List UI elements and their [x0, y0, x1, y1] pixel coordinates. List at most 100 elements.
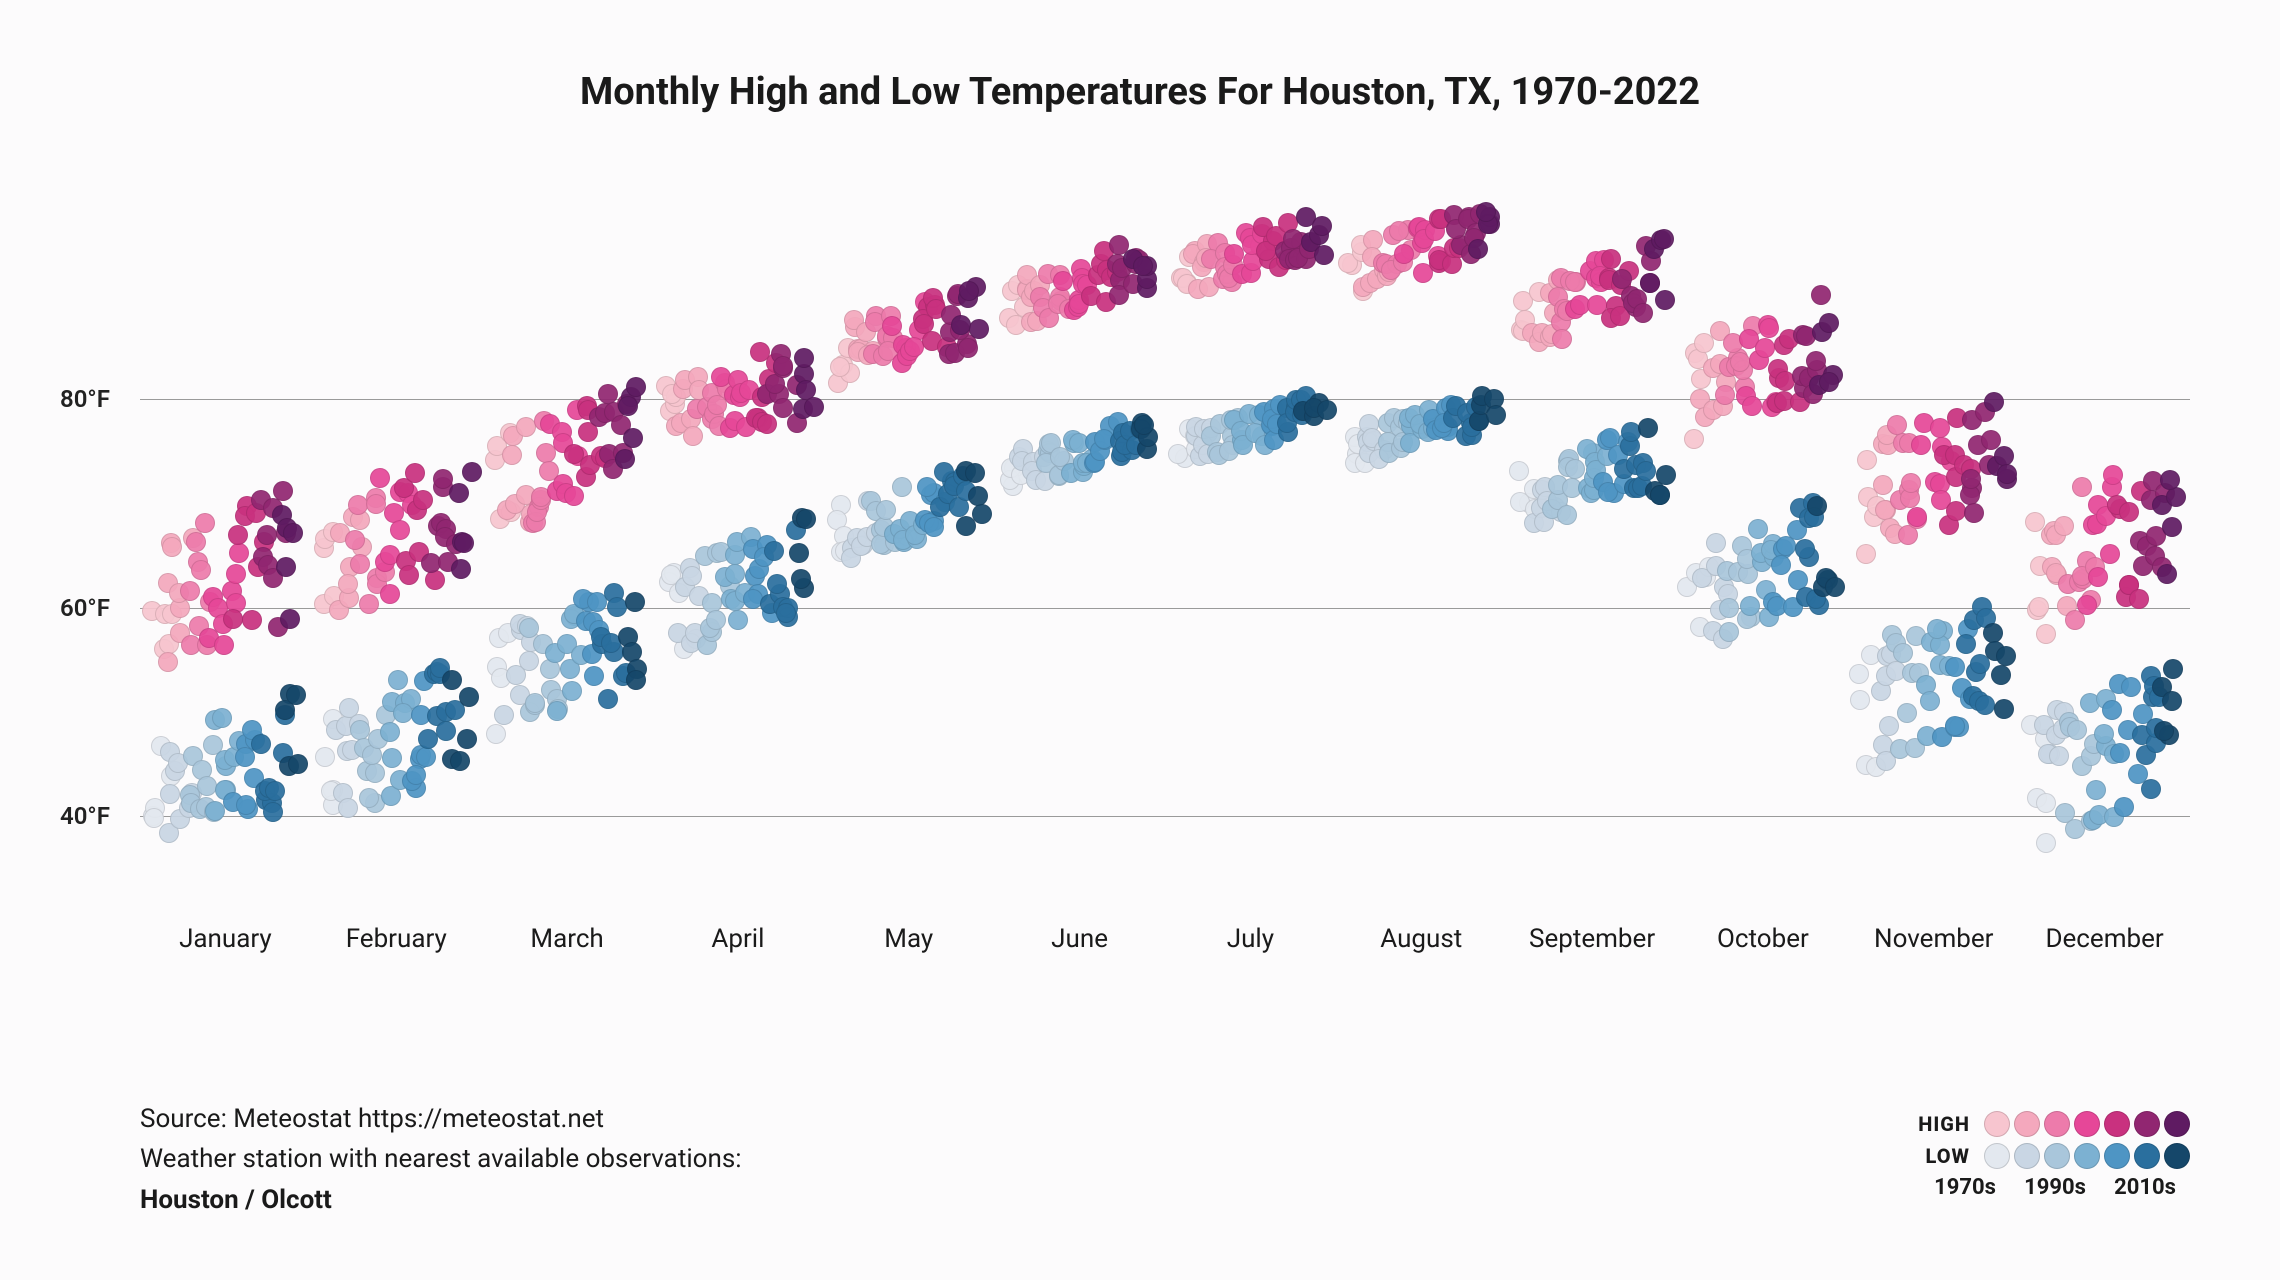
point-low — [2110, 743, 2130, 763]
point-low — [789, 543, 809, 563]
point-low — [1996, 646, 2016, 666]
point-high — [502, 445, 522, 465]
point-low — [2036, 833, 2056, 853]
point-high — [773, 356, 793, 376]
point-low — [494, 705, 514, 725]
point-low — [406, 765, 426, 785]
point-high — [1994, 446, 2014, 466]
point-low — [1991, 665, 2011, 685]
legend-decade-label: 2010s — [2100, 1175, 2190, 1200]
point-low — [1850, 690, 1870, 710]
point-low — [1983, 623, 2003, 643]
legend-row-low: LOW — [1850, 1143, 2190, 1169]
point-low — [1945, 716, 1965, 736]
point-high — [2072, 477, 2092, 497]
point-low — [725, 564, 745, 584]
point-high — [283, 523, 303, 543]
point-low — [598, 689, 618, 709]
legend-dot — [2164, 1111, 2190, 1137]
point-high — [2119, 502, 2139, 522]
point-high — [1640, 273, 1660, 293]
point-high — [1857, 450, 1877, 470]
point-high — [2029, 597, 2049, 617]
point-low — [1740, 596, 1760, 616]
month-label: November — [1874, 924, 1993, 954]
point-high — [242, 610, 262, 630]
point-low — [2049, 746, 2069, 766]
legend-dot — [2134, 1143, 2160, 1169]
point-high — [338, 574, 358, 594]
point-high — [794, 348, 814, 368]
point-high — [366, 494, 386, 514]
point-low — [1656, 465, 1676, 485]
point-high — [345, 530, 365, 550]
point-low — [796, 509, 816, 529]
point-high — [2100, 544, 2120, 564]
point-high — [1819, 313, 1839, 333]
legend: HIGH LOW 1970s1990s2010s — [1850, 1111, 2190, 1200]
legend-dot — [2074, 1111, 2100, 1137]
point-low — [1719, 598, 1739, 618]
point-high — [229, 543, 249, 563]
legend-decades: 1970s1990s2010s — [1850, 1175, 2190, 1200]
gridline — [140, 608, 2190, 609]
point-high — [162, 537, 182, 557]
legend-dot — [1984, 1143, 2010, 1169]
source-line1: Source: Meteostat https://meteostat.net — [140, 1099, 742, 1139]
point-high — [618, 396, 638, 416]
point-high — [380, 584, 400, 604]
point-low — [251, 734, 271, 754]
legend-dot — [1984, 1111, 2010, 1137]
gridline — [140, 816, 2190, 817]
point-high — [1819, 372, 1839, 392]
point-low — [1945, 657, 1965, 677]
legend-dot — [2044, 1111, 2070, 1137]
point-high — [830, 357, 850, 377]
month-label: March — [530, 924, 603, 954]
legend-dot — [2014, 1111, 2040, 1137]
point-low — [682, 566, 702, 586]
point-low — [625, 592, 645, 612]
point-low — [1706, 533, 1726, 553]
point-high — [1224, 244, 1244, 264]
point-high — [405, 463, 425, 483]
point-low — [1879, 716, 1899, 736]
month-label: February — [346, 924, 447, 954]
point-high — [1742, 396, 1762, 416]
point-low — [2114, 797, 2134, 817]
point-high — [191, 560, 211, 580]
point-low — [265, 781, 285, 801]
point-low — [2163, 659, 2183, 679]
point-low — [418, 729, 438, 749]
gridline — [140, 399, 2190, 400]
point-high — [1964, 503, 1984, 523]
ytick-label: 60°F — [60, 594, 110, 622]
month-label: October — [1717, 924, 1809, 954]
point-high — [1911, 435, 1931, 455]
legend-dot — [2104, 1111, 2130, 1137]
point-high — [757, 414, 777, 434]
point-low — [288, 754, 308, 774]
legend-row-high: HIGH — [1850, 1111, 2190, 1137]
point-high — [882, 316, 902, 336]
point-low — [2141, 779, 2161, 799]
point-low — [2162, 691, 2182, 711]
point-high — [2162, 517, 2182, 537]
point-high — [2103, 465, 2123, 485]
point-low — [1636, 461, 1656, 481]
point-low — [1486, 405, 1506, 425]
point-high — [1901, 473, 1921, 493]
point-high — [1873, 475, 1893, 495]
point-low — [338, 798, 358, 818]
point-high — [359, 594, 379, 614]
point-high — [615, 449, 635, 469]
point-high — [1715, 385, 1735, 405]
point-high — [350, 554, 370, 574]
point-low — [2036, 793, 2056, 813]
point-low — [2086, 780, 2106, 800]
point-low — [350, 720, 370, 740]
point-low — [876, 500, 896, 520]
point-high — [226, 564, 246, 584]
point-high — [1811, 285, 1831, 305]
point-high — [370, 468, 390, 488]
